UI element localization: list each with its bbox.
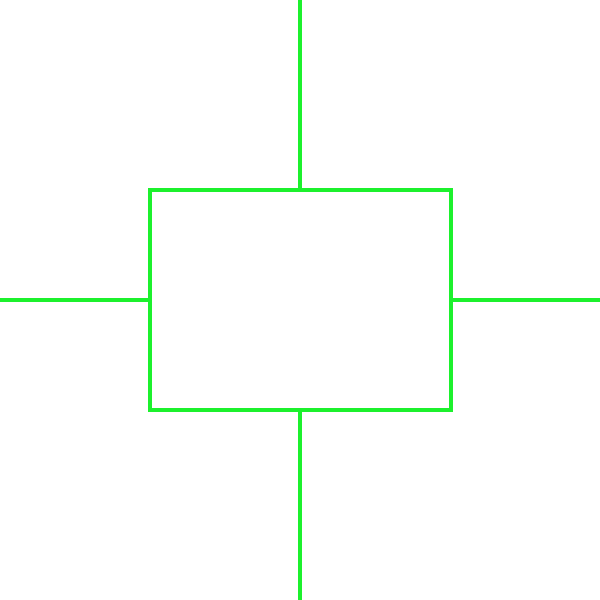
center-box bbox=[148, 188, 453, 412]
